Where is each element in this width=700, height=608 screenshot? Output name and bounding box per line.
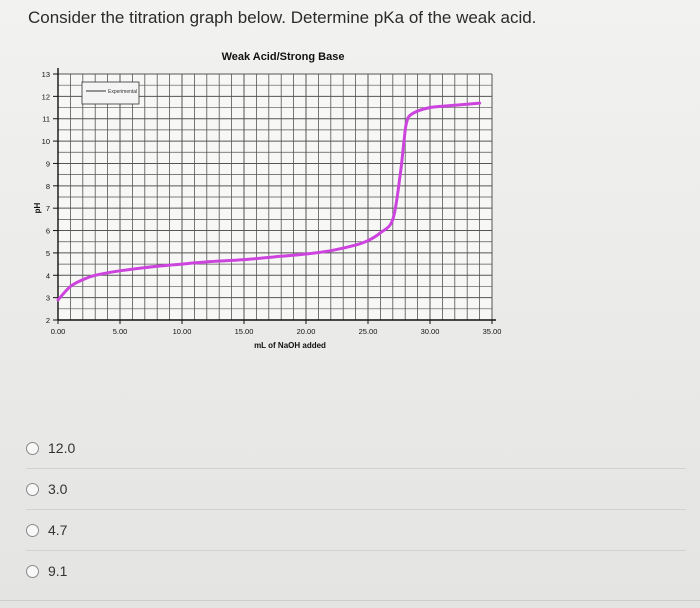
radio-button[interactable] [26,523,39,537]
radio-button[interactable] [26,441,39,455]
y-tick-label: 7 [46,204,50,213]
option-label: 3.0 [48,481,68,497]
option-2[interactable]: 3.0 [26,468,686,509]
option-label: 9.1 [48,563,68,579]
chart-title: Weak Acid/Strong Base [222,51,345,63]
titration-chart: Weak Acid/Strong Base 0.00 5.00 10.00 15.00… [33,51,502,350]
x-tick-label: 30.00 [421,327,440,336]
y-tick-label: 9 [46,159,50,168]
x-tick-label: 10.00 [173,327,192,336]
radio-button[interactable] [26,564,39,578]
chart-axes [57,68,496,321]
series-line-experimental [56,101,482,302]
x-tick-label: 5.00 [113,327,128,336]
question-text: Consider the titration graph below. Dete… [28,8,537,27]
x-tick-label: 20.00 [297,327,316,336]
y-tick-label: 4 [46,271,50,280]
chart-grid [57,73,493,321]
y-tick-label: 3 [46,294,50,303]
y-tick-label: 6 [46,227,50,236]
chart-ticks: 0.00 5.00 10.00 15.00 20.00 25.00 30.00 35.00 2 3… [42,70,502,336]
legend-label: Experimental [108,89,137,95]
y-tick-label: 5 [46,249,50,258]
divider [0,600,700,601]
option-label: 4.7 [48,522,68,538]
y-tick-label: 10 [42,137,50,146]
option-label: 12.0 [48,440,76,456]
radio-button[interactable] [26,482,39,496]
option-4[interactable]: 9.1 [26,550,686,591]
x-tick-label: 0.00 [51,327,66,336]
x-tick-label: 35.00 [483,327,502,336]
x-tick-label: 15.00 [235,327,254,336]
y-tick-label: 12 [42,92,50,101]
x-axis-label: mL of NaOH added [254,341,326,350]
option-3[interactable]: 4.7 [26,509,686,550]
chart-legend: Experimental [81,81,140,105]
y-tick-label: 2 [46,316,50,325]
option-1[interactable]: 12.0 [26,428,686,468]
x-tick-label: 25.00 [359,327,378,336]
y-tick-label: 13 [42,70,50,79]
answer-options: 12.0 3.0 4.7 9.1 [26,428,686,591]
y-axis-label: pH [33,202,42,213]
y-tick-label: 11 [42,115,50,124]
y-tick-label: 8 [46,182,50,191]
